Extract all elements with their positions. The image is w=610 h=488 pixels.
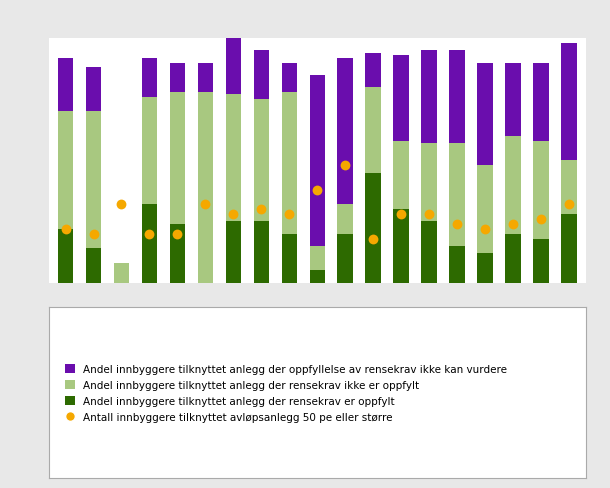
Bar [393,56,409,142]
Point [368,235,378,243]
Bar [422,222,437,283]
Bar [337,205,353,234]
Bar [450,144,465,246]
Point [61,225,70,233]
Point [396,211,406,219]
Bar [365,173,381,283]
Bar [142,205,157,283]
Bar [86,112,101,249]
Point [256,206,266,214]
Bar [450,51,465,144]
Point [340,162,350,170]
Point [145,230,154,238]
Point [452,221,462,228]
Bar [505,234,520,283]
Bar [198,63,213,93]
Point [480,225,490,233]
Point [536,216,546,224]
Bar [226,95,241,222]
Point [508,221,518,228]
Bar [365,88,381,173]
Bar [114,264,129,283]
Bar [450,246,465,283]
Bar [561,44,576,161]
Bar [533,239,548,283]
Bar [254,51,269,100]
Point [117,201,126,209]
Bar [365,54,381,88]
Bar [533,142,548,239]
Bar [282,63,297,93]
Bar [533,63,548,142]
Bar [142,98,157,205]
Bar [393,142,409,210]
Bar [561,161,576,215]
Bar [254,222,269,283]
Bar [282,234,297,283]
Bar [337,59,353,205]
Bar [393,210,409,283]
Bar [198,93,213,283]
Point [173,230,182,238]
Bar [58,59,73,112]
Point [284,211,294,219]
Bar [309,271,325,283]
Bar [58,112,73,229]
Bar [86,68,101,112]
Bar [309,76,325,246]
Bar [309,246,325,271]
Bar [282,93,297,234]
Bar [422,144,437,222]
Bar [226,222,241,283]
Bar [422,51,437,144]
Bar [477,166,493,254]
Point [424,211,434,219]
Point [564,201,574,209]
Bar [58,229,73,283]
Point [201,201,210,209]
Legend: Andel innbyggere tilknyttet anlegg der oppfyllelse av rensekrav ikke kan vurdere: Andel innbyggere tilknyttet anlegg der o… [59,359,512,427]
Bar [477,63,493,166]
Bar [337,234,353,283]
Bar [170,93,185,224]
Bar [170,224,185,283]
Bar [86,249,101,283]
Bar [561,215,576,283]
Point [312,186,322,194]
Bar [505,137,520,234]
Bar [505,63,520,137]
Bar [477,254,493,283]
Bar [254,100,269,222]
Bar [170,63,185,93]
Bar [226,17,241,95]
Point [88,230,98,238]
Point [228,211,238,219]
Bar [142,59,157,98]
